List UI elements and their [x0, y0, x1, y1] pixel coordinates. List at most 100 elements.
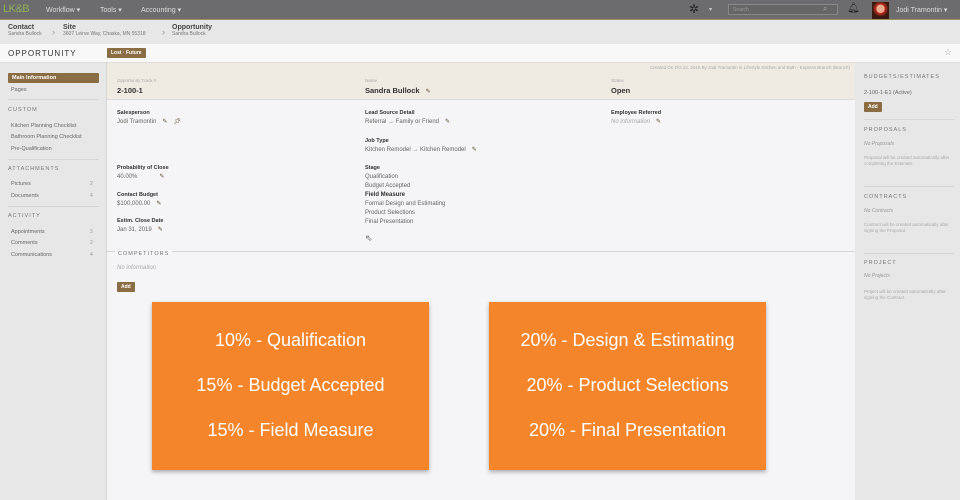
sidebar-item-communications[interactable]: Communications — [11, 252, 52, 258]
divider — [8, 206, 99, 207]
stage-item[interactable]: Product Selections — [365, 210, 416, 216]
competitors-heading: COMPETITORS — [115, 251, 173, 257]
divider — [864, 253, 954, 254]
budget-label: Contact Budget — [117, 192, 158, 198]
proposals-heading: PROPOSALS — [864, 127, 907, 133]
section-custom: CUSTOM — [8, 107, 38, 113]
sidebar-item-comments[interactable]: Comments — [11, 240, 38, 246]
logo[interactable]: LK&B — [3, 3, 30, 15]
contracts-note: Contract will be created automatically a… — [864, 222, 949, 233]
bell-icon[interactable]: 🔔︎ — [847, 3, 860, 14]
add-budget-button[interactable]: Add — [864, 102, 882, 112]
job-type-label: Job Type — [365, 138, 389, 144]
name-value: Sandra Bullock — [365, 86, 420, 95]
chevron-right-icon: › — [162, 27, 165, 37]
callout-line: 20% - Design & Estimating — [520, 330, 735, 350]
name-row: Sandra Bullock ✎ — [365, 86, 431, 95]
search-input[interactable]: Search — [728, 4, 838, 15]
count: 4 — [90, 252, 93, 258]
stage-label: Stage — [365, 165, 380, 171]
proposals-empty: No Proposals — [864, 141, 895, 147]
stage-percent-callout-left: 10% - Qualification 15% - Budget Accepte… — [152, 302, 429, 470]
count: 2 — [90, 181, 93, 187]
count: 4 — [90, 193, 93, 199]
pencil-icon[interactable]: ✎ — [425, 89, 431, 95]
callout-line: 15% - Budget Accepted — [196, 375, 385, 395]
pencil-icon[interactable]: ✎ — [471, 147, 477, 153]
probability-row: 40.00% ✎ — [117, 173, 164, 180]
stage-percent-callout-right: 20% - Design & Estimating 20% - Product … — [489, 302, 766, 470]
budgets-heading: BUDGETS/ESTIMATES — [864, 74, 940, 80]
top-nav-bar: LK&B Workflow ▾ Tools ▾ Accounting ▾ ✲ ▾… — [0, 0, 960, 20]
pencil-icon[interactable]: ✎ — [159, 174, 165, 180]
status-label: Status — [611, 78, 624, 83]
budget-item-link[interactable]: 2-100-1-E1 (Active) — [864, 90, 912, 96]
proposals-note: Proposal will be created automatically a… — [864, 155, 950, 166]
status-badge: Lost · Future — [107, 48, 146, 58]
contracts-empty: No Contracts — [864, 208, 894, 214]
breadcrumb-contact[interactable]: Contact Sandra Bullock — [8, 24, 42, 37]
sidebar-item-main-information[interactable]: Main Information — [8, 73, 99, 83]
chevron-right-icon: › — [52, 27, 55, 37]
main-content: Created On Oct 22, 2018 By Jodi Tramonti… — [107, 63, 855, 500]
salesperson-value: Jodi Tramontin — [117, 119, 157, 125]
callout-line: 20% - Final Presentation — [528, 420, 727, 440]
breadcrumb-site[interactable]: Site 3607 Leirve Way, Chaska, MN 55318 — [63, 24, 146, 37]
sidebar-item-documents[interactable]: Documents — [11, 193, 39, 199]
stage-item[interactable]: Budget Accepted — [365, 183, 411, 189]
salesperson-row: Jodi Tramontin ✎ 📌︎ — [117, 118, 181, 125]
divider — [107, 251, 855, 252]
lead-source-value: Referral → Family or Friend — [365, 119, 440, 125]
stage-item[interactable]: Formal Design and Estimating — [365, 201, 446, 207]
crumb-sub: Sandra Bullock — [172, 31, 206, 37]
menu-workflow[interactable]: Workflow ▾ — [46, 7, 81, 14]
probability-value: 40.00% — [117, 174, 138, 180]
add-competitor-button[interactable]: Add — [117, 282, 135, 292]
contracts-heading: CONTRACTS — [864, 194, 908, 200]
pencil-icon[interactable]: ✎ — [445, 119, 451, 125]
section-attachments: ATTACHMENTS — [8, 166, 60, 172]
summary-band: Created On Oct 22, 2018 By Jodi Tramonti… — [107, 63, 855, 100]
competitors-value: No information — [117, 265, 157, 271]
project-empty: No Projects — [864, 273, 890, 279]
crumb-sub: 3607 Leirve Way, Chaska, MN 55318 — [63, 31, 146, 37]
gear-icon[interactable]: ✲ — [689, 2, 700, 16]
project-heading: PROJECT — [864, 260, 897, 266]
track-value: 2-100-1 — [117, 86, 143, 95]
callout-line: 15% - Field Measure — [207, 420, 374, 440]
stage-item-current[interactable]: Field Measure — [365, 192, 406, 198]
page-header: OPPORTUNITY Lost · Future ☆ — [0, 44, 960, 63]
stage-item[interactable]: Final Presentation — [365, 219, 414, 225]
avatar[interactable] — [872, 2, 889, 19]
search-icon[interactable]: ⌕ — [823, 4, 828, 13]
crumb-title: Opportunity — [172, 24, 213, 31]
pencil-icon[interactable]: ✎ — [656, 119, 662, 125]
close-date-label: Estim. Close Date — [117, 218, 164, 224]
employee-referred-label: Employee Referred — [611, 110, 662, 116]
sidebar-item-pictures[interactable]: Pictures — [11, 181, 31, 187]
menu-accounting[interactable]: Accounting ▾ — [141, 7, 182, 14]
sidebar-item-bathroom-checklist[interactable]: Bathroom Planning Checklist — [11, 134, 82, 140]
menu-tools[interactable]: Tools ▾ — [100, 7, 122, 14]
mouse-cursor-icon: ⇖ — [365, 233, 373, 243]
star-icon[interactable]: ☆ — [944, 47, 953, 57]
pencil-icon[interactable]: ✎ — [162, 119, 168, 125]
page-title: OPPORTUNITY — [8, 49, 77, 58]
user-menu[interactable]: Jodi Tramontin ▾ — [896, 7, 948, 14]
chevron-down-icon[interactable]: ▾ — [709, 7, 713, 13]
sidebar-item-appointments[interactable]: Appointments — [11, 229, 45, 235]
section-activity: ACTIVITY — [8, 213, 41, 219]
count: 3 — [90, 229, 93, 235]
pencil-icon[interactable]: ✎ — [157, 227, 163, 233]
stage-item[interactable]: Qualification — [365, 174, 399, 180]
sidebar-item-pre-qualification[interactable]: Pre-Qualification — [11, 146, 52, 152]
lead-source-row: Referral → Family or Friend ✎ — [365, 118, 450, 125]
pencil-icon[interactable]: ✎ — [156, 201, 162, 207]
job-type-value: Kitchen Remodel → Kitchen Remodel — [365, 147, 466, 153]
close-date-row: Jan 31, 2019 ✎ — [117, 226, 163, 233]
status-value: Open — [611, 86, 631, 95]
sidebar-item-kitchen-checklist[interactable]: Kitchen Planning Checklist — [11, 123, 77, 129]
sidebar-item-pages[interactable]: Pages — [11, 87, 27, 93]
breadcrumb-opportunity[interactable]: Opportunity Sandra Bullock — [172, 24, 212, 37]
pin-icon[interactable]: 📌︎ — [173, 119, 182, 125]
